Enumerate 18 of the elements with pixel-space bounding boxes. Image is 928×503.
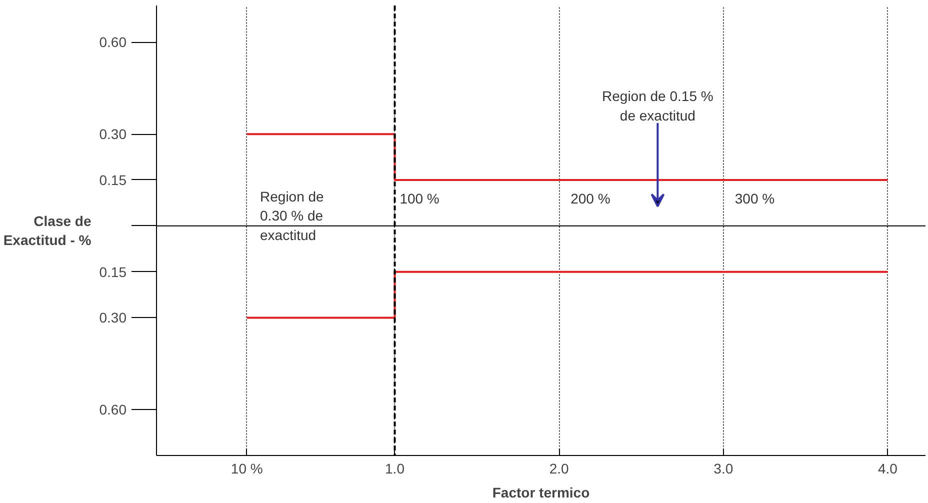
- annotation: 200 %: [570, 190, 610, 207]
- y-tick-label: 0.30: [99, 310, 127, 326]
- annotation: 100 %: [400, 190, 440, 207]
- annotation: Region de 0.30 % de exactitud: [260, 188, 324, 243]
- x-tick-label: 4.0: [878, 460, 898, 476]
- y-tick-label: 0.15: [99, 172, 127, 188]
- y-tick-label: 0.60: [99, 34, 127, 50]
- annotation: 300 %: [734, 190, 775, 207]
- y-tick-label: 0.30: [99, 126, 127, 142]
- x-tick-label: 2.0: [549, 460, 570, 476]
- y-tick-label: 0.15: [99, 264, 127, 280]
- annotation: Region de 0.15 % de exactitud: [602, 88, 714, 124]
- y-tick-label: 0.60: [99, 402, 127, 418]
- x-axis-title: Factor termico: [492, 484, 590, 500]
- x-tick-label: 10 %: [230, 460, 263, 476]
- x-tick-label: 1.0: [385, 460, 405, 476]
- x-tick-label: 3.0: [714, 460, 734, 476]
- y-axis-title: Clase de Exactitud - %: [3, 212, 92, 248]
